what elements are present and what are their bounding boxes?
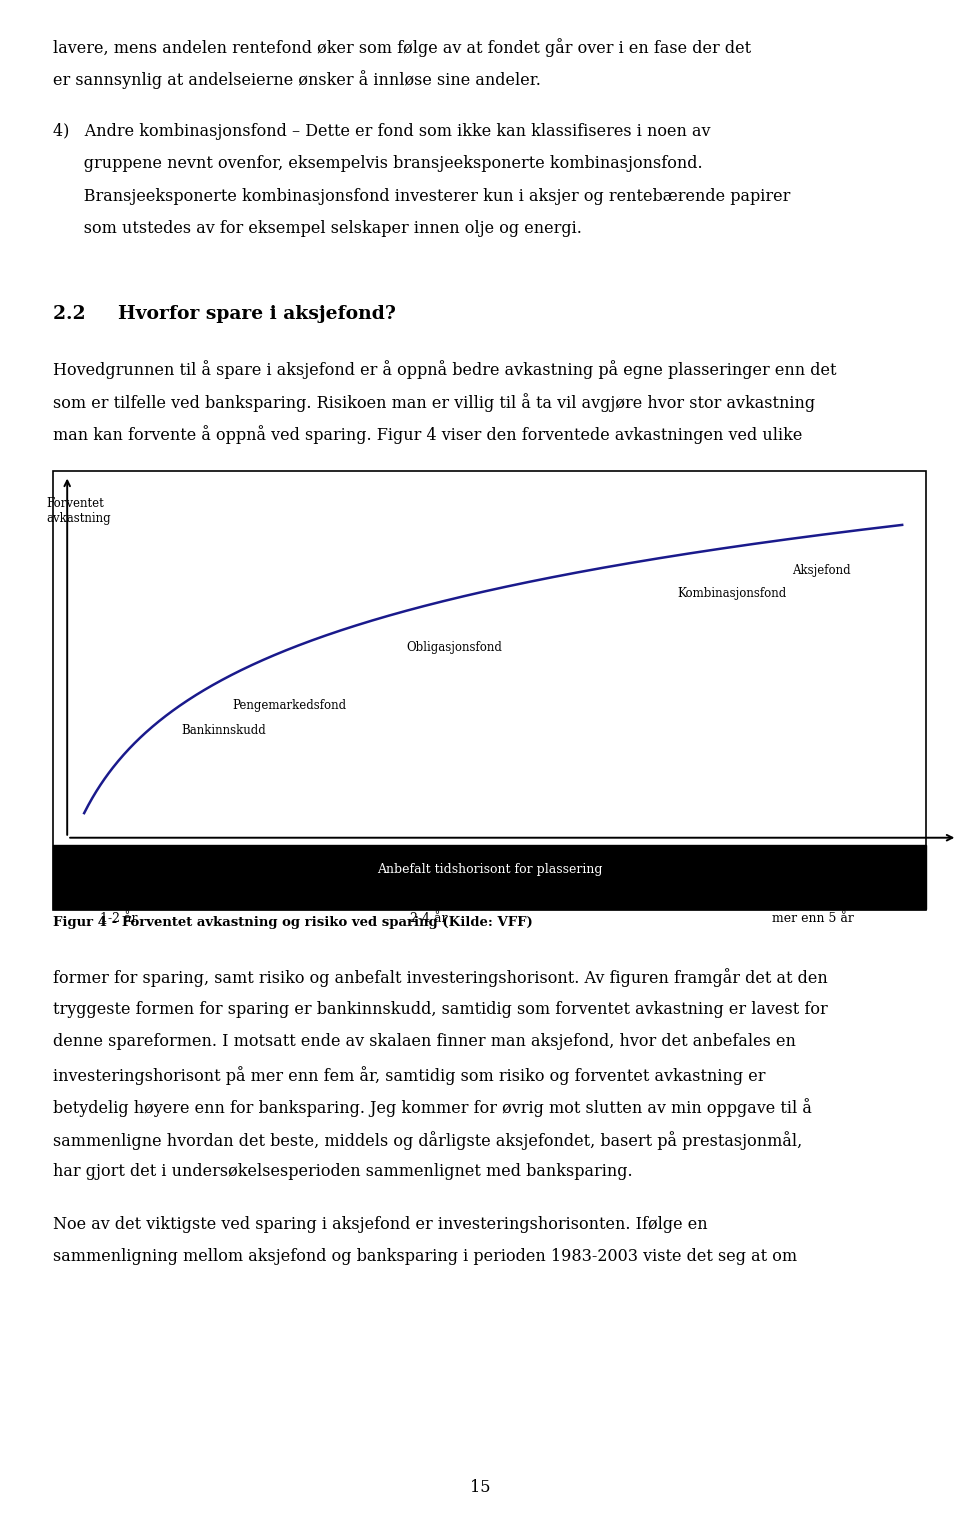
Text: Pengemarkedsfond: Pengemarkedsfond xyxy=(232,700,347,712)
Text: mer enn 5 år: mer enn 5 år xyxy=(772,912,853,926)
Text: Bankinnskudd: Bankinnskudd xyxy=(181,724,266,736)
Text: Bransjeeksponerte kombinasjonsfond investerer kun i aksjer og rentebærende papir: Bransjeeksponerte kombinasjonsfond inves… xyxy=(53,188,790,205)
Text: 4)   Andre kombinasjonsfond – Dette er fond som ikke kan klassifiseres i noen av: 4) Andre kombinasjonsfond – Dette er fon… xyxy=(53,123,710,139)
Text: gruppene nevnt ovenfor, eksempelvis bransjeeksponerte kombinasjonsfond.: gruppene nevnt ovenfor, eksempelvis bran… xyxy=(53,155,703,173)
Text: lavere, mens andelen rentefond øker som følge av at fondet går over i en fase de: lavere, mens andelen rentefond øker som … xyxy=(53,38,751,56)
Text: Kombinasjonsfond: Kombinasjonsfond xyxy=(678,586,787,600)
Bar xyxy=(53,471,926,911)
Text: som utstedes av for eksempel selskaper innen olje og energi.: som utstedes av for eksempel selskaper i… xyxy=(53,220,582,238)
Text: Aksjefond: Aksjefond xyxy=(792,564,851,577)
Text: som er tilfelle ved banksparing. Risikoen man er villig til å ta vil avgjøre hvo: som er tilfelle ved banksparing. Risikoe… xyxy=(53,392,815,412)
Text: 15: 15 xyxy=(469,1479,491,1497)
Text: har gjort det i undersøkelsesperioden sammenlignet med banksparing.: har gjort det i undersøkelsesperioden sa… xyxy=(53,1164,633,1180)
Text: sammenligne hvordan det beste, middels og dårligste aksjefondet, basert på prest: sammenligne hvordan det beste, middels o… xyxy=(53,1130,802,1150)
Text: 1-2 år: 1-2 år xyxy=(100,912,137,926)
Text: tryggeste formen for sparing er bankinnskudd, samtidig som forventet avkastning : tryggeste formen for sparing er bankinns… xyxy=(53,1000,828,1018)
Text: former for sparing, samt risiko og anbefalt investeringshorisont. Av figuren fra: former for sparing, samt risiko og anbef… xyxy=(53,968,828,986)
Text: Anbefalt tidshorisont for plassering: Anbefalt tidshorisont for plassering xyxy=(377,864,602,876)
Text: Noe av det viktigste ved sparing i aksjefond er investeringshorisonten. Ifølge e: Noe av det viktigste ved sparing i aksje… xyxy=(53,1215,708,1233)
Text: 2.2     Hvorfor spare i aksjefond?: 2.2 Hvorfor spare i aksjefond? xyxy=(53,305,396,323)
Text: denne spareformen. I motsatt ende av skalaen finner man aksjefond, hvor det anbe: denne spareformen. I motsatt ende av ska… xyxy=(53,1033,796,1050)
Text: Figur 4 - Forventet avkastning og risiko ved sparing (Kilde: VFF): Figur 4 - Forventet avkastning og risiko… xyxy=(53,917,533,930)
Text: man kan forvente å oppnå ved sparing. Figur 4 viser den forventede avkastningen : man kan forvente å oppnå ved sparing. Fi… xyxy=(53,426,803,444)
Text: Forventet
avkastning: Forventet avkastning xyxy=(46,497,110,524)
Text: Hovedgrunnen til å spare i aksjefond er å oppnå bedre avkastning på egne plasser: Hovedgrunnen til å spare i aksjefond er … xyxy=(53,361,836,379)
Text: 2-4 år: 2-4 år xyxy=(410,912,447,926)
Text: investeringshorisont på mer enn fem år, samtidig som risiko og forventet avkastn: investeringshorisont på mer enn fem år, … xyxy=(53,1065,765,1085)
Bar xyxy=(53,845,926,909)
Text: betydelig høyere enn for banksparing. Jeg kommer for øvrig mot slutten av min op: betydelig høyere enn for banksparing. Je… xyxy=(53,1098,811,1117)
Text: sammenligning mellom aksjefond og banksparing i perioden 1983-2003 viste det seg: sammenligning mellom aksjefond og banksp… xyxy=(53,1248,797,1265)
Text: Obligasjonsfond: Obligasjonsfond xyxy=(406,641,502,654)
Text: er sannsynlig at andelseierne ønsker å innløse sine andeler.: er sannsynlig at andelseierne ønsker å i… xyxy=(53,70,540,89)
